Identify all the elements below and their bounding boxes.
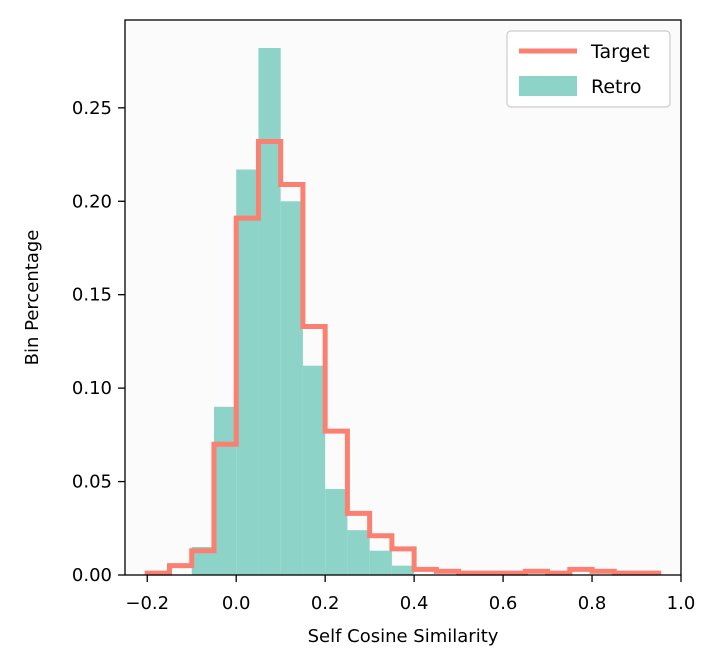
retro-bar-5 xyxy=(302,365,326,575)
y-tick-label-0: 0.00 xyxy=(72,565,112,586)
retro-bar-7 xyxy=(347,530,370,575)
legend-retro-swatch xyxy=(519,76,577,96)
y-tick-label-5: 0.25 xyxy=(72,98,112,119)
retro-bar-9 xyxy=(391,565,415,575)
x-tick-label-0: −0.2 xyxy=(125,593,169,614)
y-tick-label-4: 0.20 xyxy=(72,191,112,212)
plot-area-frame xyxy=(124,19,682,576)
retro-bar-2 xyxy=(236,169,259,576)
retro-bar-4 xyxy=(280,201,303,575)
retro-bar-0 xyxy=(191,546,214,575)
retro-series xyxy=(191,48,415,576)
y-axis: 0.00 0.05 0.10 0.15 0.20 0.25 xyxy=(72,98,125,586)
target-series-step-line xyxy=(144,138,662,576)
x-axis: −0.2 0.0 0.2 0.4 0.6 0.8 1.0 xyxy=(125,575,695,614)
retro-bar-3 xyxy=(258,48,281,576)
x-tick-label-2: 0.2 xyxy=(311,593,340,614)
x-tick-label-5: 0.8 xyxy=(578,593,607,614)
x-tick-label-3: 0.4 xyxy=(400,593,429,614)
retro-bar-6 xyxy=(325,489,348,575)
legend-retro-label: Retro xyxy=(591,76,642,98)
legend-target-label: Target xyxy=(590,41,650,63)
x-axis-title: Self Cosine Similarity xyxy=(308,626,499,647)
x-tick-label-4: 0.6 xyxy=(489,593,518,614)
y-tick-label-1: 0.05 xyxy=(72,472,112,493)
legend: Target Retro xyxy=(506,30,671,108)
retro-bar-8 xyxy=(369,550,392,575)
y-tick-label-3: 0.15 xyxy=(72,285,112,306)
x-tick-label-1: 0.0 xyxy=(222,593,251,614)
y-axis-title: Bin Percentage xyxy=(22,230,43,366)
x-tick-label-6: 1.0 xyxy=(667,593,696,614)
retro-bar-1 xyxy=(213,406,237,575)
y-tick-label-2: 0.10 xyxy=(72,378,112,399)
